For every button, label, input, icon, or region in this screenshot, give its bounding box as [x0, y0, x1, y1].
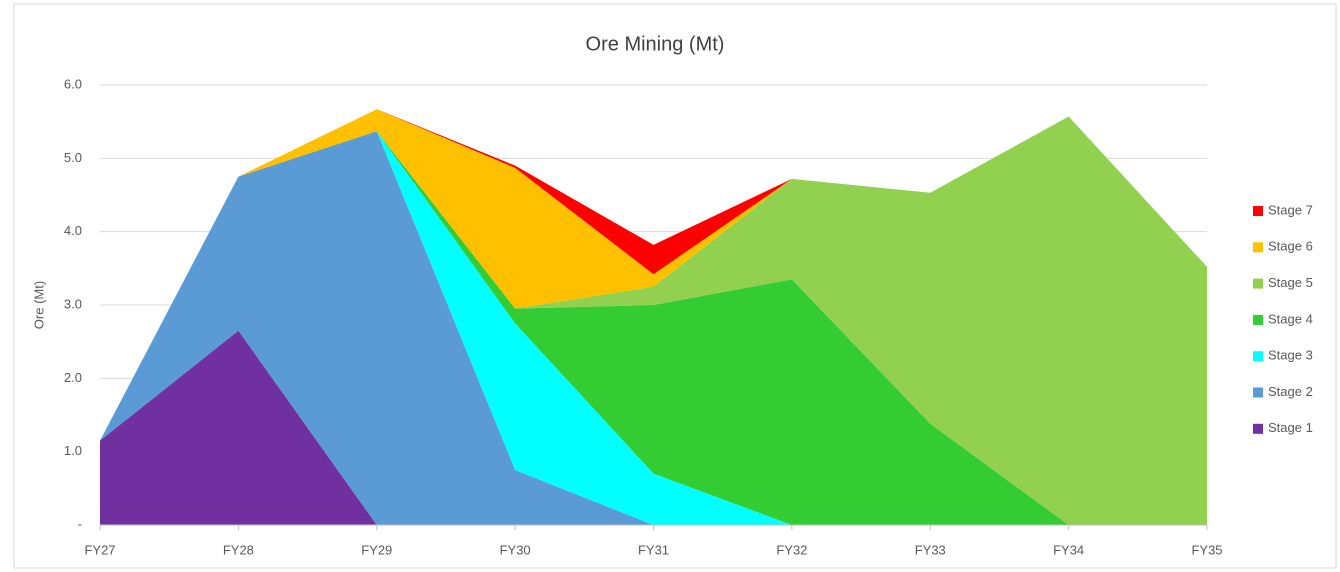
area: [100, 330, 1207, 525]
x-tick-label: FY34: [1053, 542, 1084, 557]
y-axis-label: Ore (Mt): [31, 281, 46, 329]
legend-swatch: [1253, 351, 1263, 362]
legend-label: Stage 5: [1268, 275, 1313, 290]
x-tick-label: FY30: [500, 542, 531, 557]
y-tick-label: -: [78, 516, 82, 531]
y-tick-label: 6.0: [64, 76, 82, 91]
x-tick-label: FY28: [223, 542, 254, 557]
y-tick-label: 5.0: [64, 150, 82, 165]
x-tick-label: FY27: [84, 542, 115, 557]
area: [100, 131, 1207, 525]
chart-title: Ore Mining (Mt): [586, 33, 725, 55]
x-tick-label: FY31: [638, 542, 669, 557]
legend-swatch: [1253, 278, 1263, 289]
legend-label: Stage 2: [1268, 384, 1313, 399]
legend-label: Stage 1: [1268, 420, 1313, 435]
y-tick-label: 1.0: [64, 443, 82, 458]
legend-swatch: [1253, 314, 1263, 325]
x-tick-label: FY29: [361, 542, 392, 557]
x-tick-label: FY35: [1191, 542, 1222, 557]
y-tick-label: 2.0: [64, 370, 82, 385]
legend-swatch: [1253, 423, 1263, 434]
area: [100, 131, 1207, 525]
legend-label: Stage 7: [1268, 202, 1313, 217]
legend-swatch: [1253, 387, 1263, 398]
area: [100, 116, 1207, 526]
x-tick-label: FY33: [915, 542, 946, 557]
x-tick-label: FY32: [776, 542, 807, 557]
legend-swatch: [1253, 242, 1263, 253]
y-tick-label: 4.0: [64, 223, 82, 238]
y-tick-label: 3.0: [64, 296, 82, 311]
area: [100, 109, 1207, 441]
legend-swatch: [1253, 206, 1263, 216]
legend-label: Stage 6: [1268, 239, 1313, 254]
legend-label: Stage 3: [1268, 348, 1313, 363]
legend-label: Stage 4: [1268, 311, 1313, 326]
